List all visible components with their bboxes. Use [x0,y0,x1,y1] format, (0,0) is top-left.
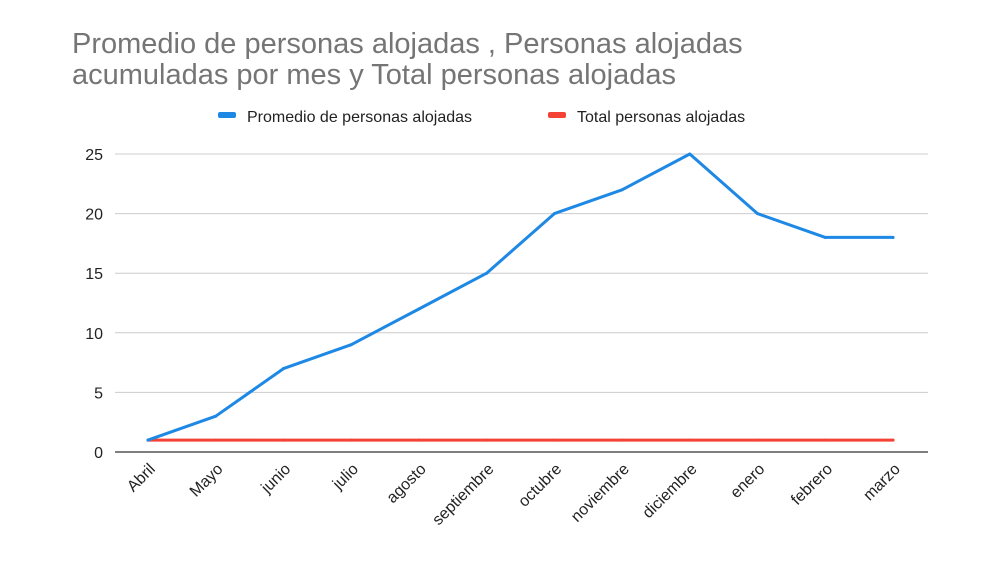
y-tick-label: 10 [85,326,103,343]
series-line-0 [146,152,895,442]
x-tick-label: septiembre [429,461,497,529]
chart-title-line-2: acumuladas por mes y Total personas aloj… [72,59,676,91]
x-tick-label: julio [329,461,362,494]
x-tick-label: noviembre [568,461,633,526]
y-tick-label: 20 [85,207,103,224]
x-tick-label: agosto [384,461,430,507]
y-tick-label: 5 [94,385,103,402]
data-point [485,271,489,275]
x-tick-label: junio [258,461,295,498]
data-point [349,343,353,347]
data-point [349,438,353,442]
data-point [552,438,556,442]
x-tick-label: marzo [860,461,904,505]
legend-swatch-total [548,112,566,118]
data-point [146,438,150,442]
data-point [552,212,556,216]
x-tick-label: Mayo [187,461,227,501]
gridlines [115,153,928,453]
x-tick-label: diciembre [640,461,701,522]
data-point [214,438,218,442]
data-point [756,212,760,216]
legend: Promedio de personas alojadas Total pers… [218,109,745,126]
data-point [620,438,624,442]
x-tick-label: enero [727,461,768,502]
data-point [823,438,827,442]
legend-swatch-promedio [218,112,236,118]
x-tick-label: octubre [515,461,565,511]
data-point [823,235,827,239]
y-axis-ticks: 0 5 10 15 20 25 [85,147,103,462]
data-point [417,438,421,442]
data-point [485,438,489,442]
x-tick-label: febrero [788,461,836,509]
data-point [891,438,895,442]
data-point [756,438,760,442]
data-point [891,235,895,239]
y-tick-label: 25 [85,147,103,164]
chart-title-line-1: Promedio de personas alojadas , Personas… [72,28,743,60]
data-point [214,414,218,418]
data-point [620,188,624,192]
data-point [688,152,692,156]
data-point [688,438,692,442]
x-axis-ticks: Abril Mayo junio julio agosto septiembre octub… [124,461,904,529]
y-tick-label: 15 [85,266,103,283]
y-tick-label: 0 [94,445,103,462]
data-point [417,307,421,311]
data-point [281,367,285,371]
legend-label-total: Total personas alojadas [577,109,745,126]
data-point [281,438,285,442]
x-tick-label: Abril [124,461,159,496]
series-lines [146,152,895,442]
legend-label-promedio: Promedio de personas alojadas [247,109,472,126]
